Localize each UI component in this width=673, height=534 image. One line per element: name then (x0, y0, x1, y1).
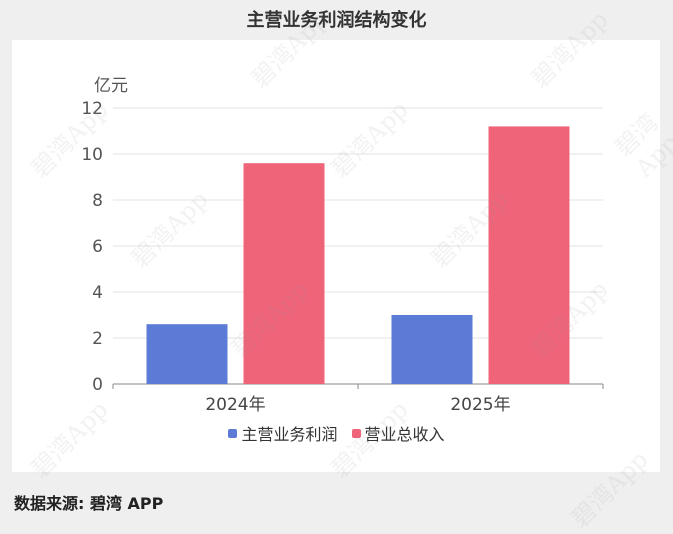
y-tick-label: 4 (92, 283, 103, 303)
legend-item[interactable]: 主营业务利润 (228, 421, 338, 445)
y-tick-label: 12 (81, 99, 103, 119)
bar (488, 126, 570, 385)
legend-swatch (228, 428, 238, 438)
y-tick-label: 8 (92, 191, 103, 211)
y-tick-label: 2 (92, 329, 103, 349)
bar (146, 324, 228, 384)
legend-swatch (351, 428, 361, 438)
x-tick-label: 2024年 (205, 395, 265, 415)
x-tick-label: 2025年 (450, 395, 510, 415)
y-tick-label: 6 (92, 237, 103, 257)
chart-legend: 主营业务利润 营业总收入 (0, 421, 673, 445)
legend-item[interactable]: 营业总收入 (351, 421, 445, 445)
y-axis-label: 亿元 (94, 76, 128, 96)
data-source: 数据来源: 碧湾 APP (14, 494, 164, 513)
chart-title: 主营业务利润结构变化 (246, 10, 427, 31)
chart-svg: 0 2 4 6 8 10 12 亿元 2024年 2025年 (81, 76, 604, 415)
y-tick-label: 0 (92, 375, 103, 395)
bar (391, 315, 473, 384)
y-tick-label: 10 (81, 145, 103, 165)
legend-label: 主营业务利润 (241, 425, 338, 444)
bar (243, 163, 325, 384)
legend-label: 营业总收入 (364, 425, 445, 444)
